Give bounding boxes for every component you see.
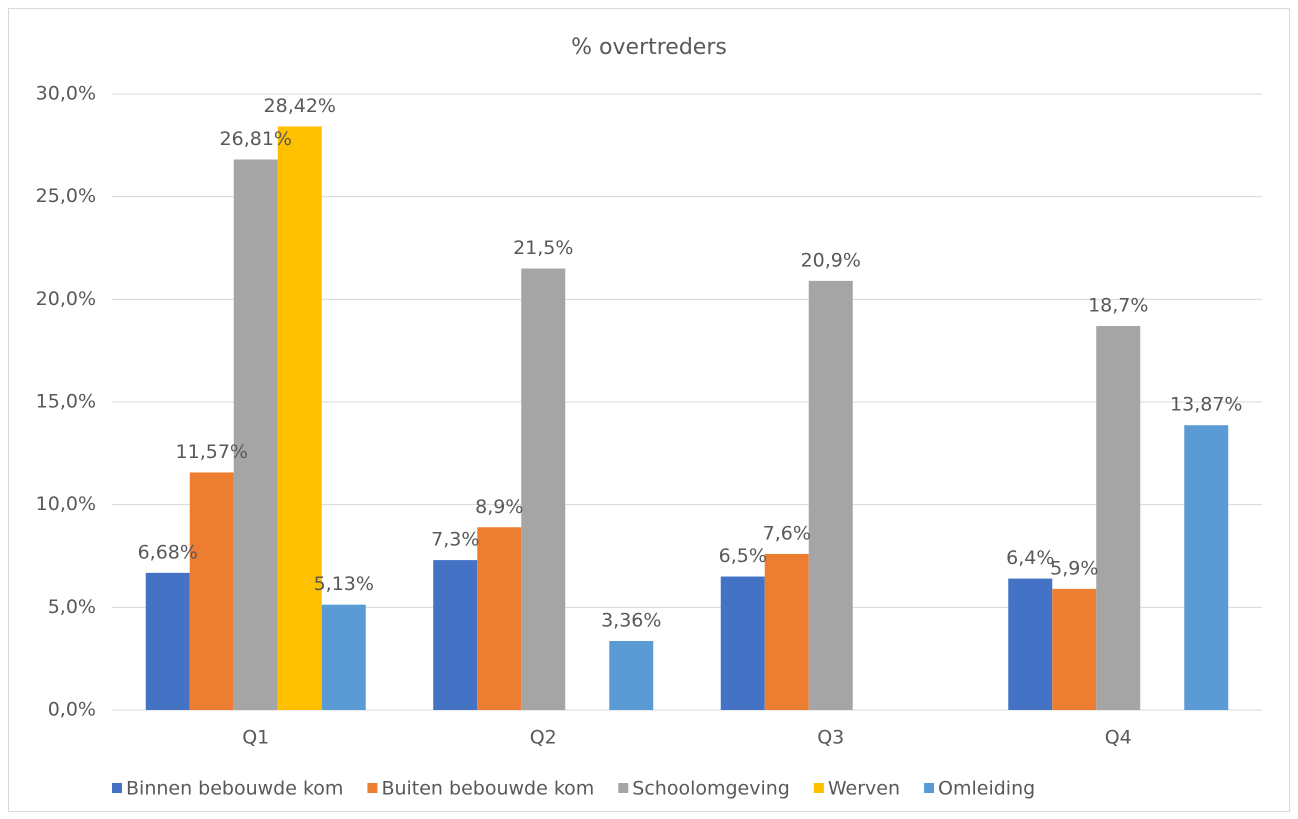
data-label: 6,5% xyxy=(719,545,767,567)
data-label: 3,36% xyxy=(601,610,661,632)
legend-swatch xyxy=(112,783,122,793)
chart-title: % overtreders xyxy=(571,35,727,60)
data-label: 5,13% xyxy=(314,573,374,595)
data-label: 7,6% xyxy=(763,522,811,544)
y-tick-label: 10,0% xyxy=(36,493,96,515)
bar xyxy=(1096,326,1141,710)
bar xyxy=(609,641,654,710)
bar xyxy=(321,604,366,710)
x-tick-label: Q4 xyxy=(1105,727,1132,749)
bar xyxy=(433,560,478,710)
data-label: 8,9% xyxy=(475,496,523,518)
bar xyxy=(1052,588,1097,710)
legend-label: Binnen bebouwde kom xyxy=(126,778,343,800)
legend-label: Buiten bebouwde kom xyxy=(381,778,594,800)
bar xyxy=(277,126,322,710)
data-label: 5,9% xyxy=(1050,557,1098,579)
bar xyxy=(189,472,234,710)
legend-swatch xyxy=(813,783,824,793)
legend-label: Schoolomgeving xyxy=(632,778,790,800)
data-label: 20,9% xyxy=(801,249,861,271)
bar xyxy=(233,159,278,710)
bar xyxy=(720,576,765,710)
legend-label: Werven xyxy=(828,778,900,800)
y-tick-label: 30,0% xyxy=(36,83,96,105)
bar xyxy=(1184,425,1229,710)
data-label: 18,7% xyxy=(1088,295,1148,317)
data-label: 6,4% xyxy=(1006,547,1054,569)
legend-swatch xyxy=(924,783,935,793)
y-tick-label: 15,0% xyxy=(36,391,96,413)
bar xyxy=(764,553,809,710)
legend-label: Omleiding xyxy=(938,778,1035,800)
data-label: 13,87% xyxy=(1170,394,1242,416)
y-tick-label: 25,0% xyxy=(36,185,96,207)
data-label: 28,42% xyxy=(264,95,336,117)
data-label: 11,57% xyxy=(176,441,248,463)
data-label: 26,81% xyxy=(220,128,292,150)
bar xyxy=(808,280,853,710)
y-tick-label: 0,0% xyxy=(48,699,96,721)
y-tick-label: 5,0% xyxy=(48,596,96,618)
bar xyxy=(477,527,522,710)
x-tick-label: Q1 xyxy=(242,727,269,749)
bar xyxy=(145,572,190,710)
data-label: 6,68% xyxy=(138,541,198,563)
x-tick-label: Q3 xyxy=(817,727,844,749)
data-label: 7,3% xyxy=(431,529,479,551)
x-tick-label: Q2 xyxy=(530,727,557,749)
legend-swatch xyxy=(618,783,629,793)
data-label: 21,5% xyxy=(513,237,573,259)
bar xyxy=(1008,578,1053,710)
y-tick-label: 20,0% xyxy=(36,288,96,310)
bar xyxy=(521,268,566,710)
legend-swatch xyxy=(367,783,378,793)
